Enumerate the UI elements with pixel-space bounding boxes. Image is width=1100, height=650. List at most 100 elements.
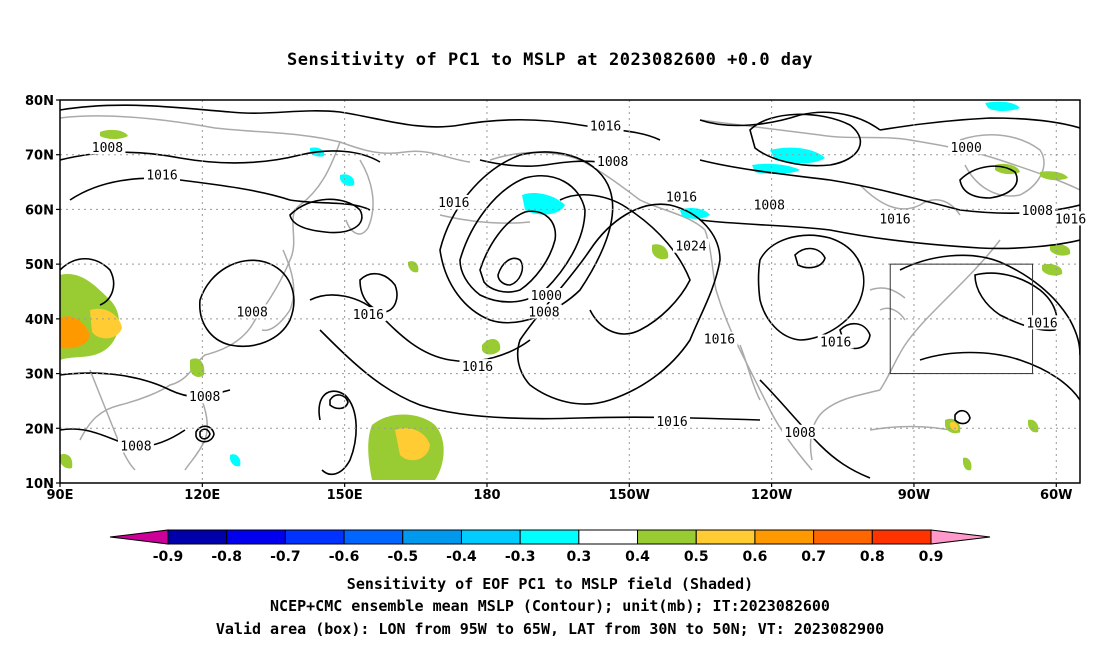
- contour-1016-taiwan: [318, 390, 357, 476]
- shade-yellow-pacific: [395, 428, 430, 461]
- shade-green-1: [100, 129, 128, 139]
- colorbar-label: 0.6: [743, 549, 768, 565]
- contour-1016-japan-low: [359, 272, 398, 313]
- contour-label: 1008: [754, 199, 785, 214]
- contour-1016-south: [319, 329, 761, 421]
- contour-label-bg: [89, 140, 126, 155]
- coast-indochina: [89, 369, 136, 471]
- coastlines: [60, 115, 1080, 471]
- shade-cyan-small-2: [340, 174, 355, 186]
- shade-green-4: [1042, 264, 1063, 276]
- contour-1016-west: [69, 177, 371, 211]
- contour-label: 1000: [950, 141, 981, 156]
- contour-east-south: [919, 351, 1080, 401]
- contour-low-aleutian-mid: [459, 175, 586, 303]
- contour-1008-mexico: [759, 379, 871, 479]
- contour-label-bg: [1019, 203, 1056, 218]
- colorbar-segment: [813, 529, 873, 545]
- shade-cyan-alaska-1: [522, 193, 565, 215]
- contour-label: 1008: [784, 426, 815, 441]
- contour-label-bg: [234, 304, 271, 319]
- y-tick-label: 30N: [25, 368, 54, 383]
- contour-label-bg: [663, 189, 700, 204]
- contour-label-bg: [459, 359, 496, 374]
- y-tick-label: 80N: [25, 94, 54, 109]
- x-tick-label: 180: [473, 488, 500, 503]
- contour-label-bg: [594, 153, 631, 168]
- colorbar-label: 0.4: [625, 549, 650, 565]
- y-tick-label: 70N: [25, 149, 54, 164]
- colorbar-segment: [871, 529, 932, 545]
- colorbar-low-arrow: [109, 529, 169, 545]
- shade-cyan-small-1: [230, 454, 241, 467]
- coast-baja: [739, 344, 761, 401]
- contour-label-bg: [1052, 211, 1089, 226]
- contour-label: 1000: [531, 289, 562, 304]
- colorbar-segment: [226, 529, 286, 545]
- contour-label-bg: [876, 211, 913, 226]
- y-tick-label: 10N: [25, 477, 54, 492]
- contour-low-aleutian-inner: [479, 210, 557, 293]
- contour-label-bg: [672, 238, 709, 253]
- x-tick-label: 120W: [751, 488, 792, 503]
- contour-low-aleutian-core: [497, 257, 524, 286]
- contour-label-bg: [782, 424, 819, 439]
- colorbar-label: 0.5: [684, 549, 709, 565]
- contour-low-aleutian-outer: [439, 151, 614, 324]
- contour-label-bg: [186, 389, 223, 404]
- colorbar-segment: [343, 529, 404, 545]
- contour-label-bg: [948, 140, 985, 155]
- coast-canada-north: [699, 119, 1080, 191]
- contour-label: 1024: [675, 240, 706, 255]
- colorbar-segment: [402, 529, 462, 545]
- contour-1008-greenland-low: [959, 165, 1018, 199]
- coast-asia-east: [79, 141, 341, 441]
- contour-1016-na-low: [757, 234, 865, 341]
- caption-line-3: Valid area (box): LON from 95W to 65W, L…: [215, 620, 885, 638]
- coast-greatlakes: [869, 287, 906, 321]
- x-tick-label: 90E: [47, 488, 74, 503]
- coast-aleutians: [439, 214, 531, 224]
- contour-label: 1016: [704, 333, 735, 348]
- shade-green-7: [190, 358, 205, 378]
- contour-label: 1016: [820, 335, 851, 350]
- contour-label-bg: [701, 331, 738, 346]
- contour-label: 1008: [597, 155, 628, 170]
- x-tick-label: 90W: [898, 488, 930, 503]
- grid-lines: [60, 100, 1080, 483]
- contour-label-bg: [751, 197, 788, 212]
- colorbar-label: 0.8: [860, 549, 885, 565]
- contour-label: 1008: [528, 305, 559, 320]
- contour-label-bg: [117, 438, 154, 453]
- coast-asia-north: [60, 115, 471, 163]
- shade-green-11: [963, 457, 972, 471]
- contour-1016-mid: [309, 294, 531, 363]
- contour-label: 1016: [656, 415, 687, 430]
- y-tick-label: 50N: [25, 258, 54, 273]
- contour-label: 1008: [120, 439, 151, 454]
- colorbar-segment: [284, 529, 345, 545]
- colorbar-segment: [460, 529, 521, 545]
- colorbar-segment: [578, 529, 639, 545]
- contour-1016-na-inner: [794, 247, 826, 269]
- contour-small-low-1: [954, 409, 971, 425]
- shade-green-5: [652, 244, 669, 260]
- colorbar-label: -0.7: [270, 549, 301, 565]
- contour-1016-north-east-b: [879, 117, 1080, 131]
- contour-1008-pacific-b: [479, 159, 601, 167]
- coast-greenland: [959, 134, 1045, 197]
- contour-label: 1016: [1055, 212, 1086, 227]
- shade-cyan-arctic: [770, 147, 825, 164]
- contour-label-bg: [435, 194, 472, 209]
- contour-label: 1008: [1022, 204, 1053, 219]
- colorbar-label: -0.8: [211, 549, 242, 565]
- contour-label: 1016: [462, 360, 493, 375]
- shade-orange-west: [60, 316, 90, 349]
- contour-1016-kamchatka: [289, 198, 363, 234]
- contour-1024-high: [559, 194, 691, 335]
- shade-yellow-9: [950, 421, 959, 431]
- contour-label: 1008: [236, 305, 267, 320]
- shade-green-3: [1050, 244, 1071, 256]
- contour-label: 1016: [353, 308, 384, 323]
